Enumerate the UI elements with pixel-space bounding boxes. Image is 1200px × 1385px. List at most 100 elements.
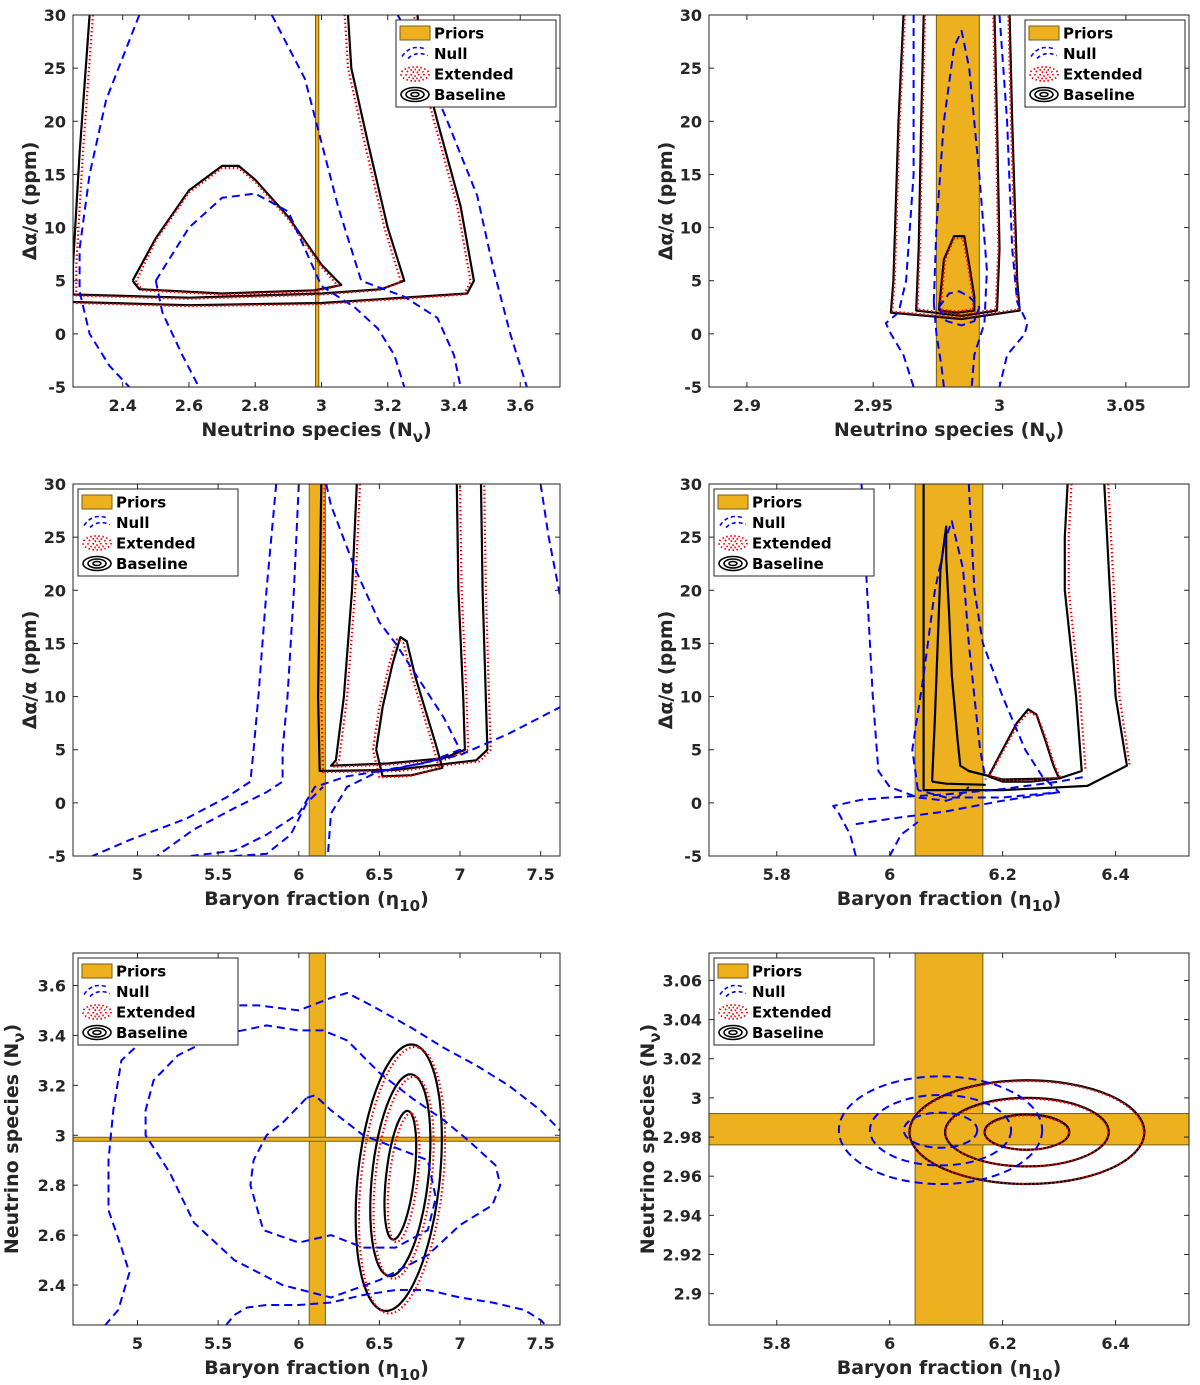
panel-5-x-tick-label: 5.5 [204, 1334, 232, 1353]
panel-1-legend: Priors Null Extended Baseline [395, 19, 557, 108]
panel-2-legend-label-null: Null [1063, 45, 1097, 63]
panel-3-y-tick-label: 25 [44, 528, 66, 547]
panel-6-legend: Priors Null Extended Baseline [713, 957, 875, 1046]
panel-6-extended-contour-1 [908, 1079, 1145, 1186]
panel-6-x-axis-label: Baryon fraction (η10) [837, 1357, 1062, 1384]
panel-6-y-tick-label: 2.96 [663, 1167, 702, 1186]
panel-5-baseline-contour-1 [354, 1043, 443, 1313]
panel-4-y-tick-label: 15 [680, 634, 702, 653]
panel-2-y-axis-label: Δα/α (ppm) [655, 142, 677, 261]
panel-4-baseline-contour-4 [922, 484, 1129, 792]
panel-6-y-tick-label: 2.92 [663, 1246, 702, 1265]
panel-2-y-tick-label: 0 [691, 325, 702, 344]
panel-1-extended-contour-1 [134, 167, 340, 296]
panel-3-contours [92, 484, 560, 856]
panel-3-null-contour-1 [325, 484, 461, 856]
panel-4-x-axis-label: Baryon fraction (η10) [837, 888, 1062, 915]
panel-3-legend: Priors Null Extended Baseline [77, 488, 239, 577]
panel-4-null-contour-2 [917, 484, 1061, 799]
panel-5-x-tick-label: 6 [293, 1334, 304, 1353]
panel-3-legend-item-extended: Extended [82, 535, 196, 553]
panel-2-legend-label-priors: Priors [1063, 25, 1113, 43]
legend-swatch-baseline [718, 1024, 748, 1041]
panel-5-legend-label-priors: Priors [116, 963, 166, 981]
panel-4-y-tick-label: 20 [680, 581, 702, 600]
panel-5-null-contour-5 [225, 1289, 547, 1325]
panel-1-null-contour-1 [154, 192, 406, 387]
panel-1-legend-label-extended: Extended [434, 66, 514, 84]
panel-4-legend-item-priors: Priors [717, 494, 802, 512]
panel-2-baseline-contour-1 [937, 235, 976, 314]
panel-4-x-tick-label: 6 [884, 865, 895, 884]
panel-1-legend-item-extended: Extended [400, 66, 514, 84]
panel-4-legend-label-extended: Extended [752, 535, 832, 553]
panel-5-y-tick-label: 2.6 [38, 1226, 66, 1245]
panel-6-y-tick-label: 3.04 [663, 1011, 702, 1030]
panel-6-y-tick-label: 2.9 [674, 1285, 702, 1304]
panel-2-legend-item-priors: Priors [1028, 25, 1113, 43]
panel-2-null-contour-5 [998, 15, 1029, 387]
panel-4-legend-item-extended: Extended [718, 535, 832, 553]
panel-2-y-tick-label: 5 [691, 272, 702, 291]
panel-6-legend-item-extended: Extended [718, 1004, 832, 1022]
panel-1-y-tick-label: 15 [44, 165, 66, 184]
panel-2-prior-band-x [935, 14, 980, 388]
panel-4-y-tick-label: 0 [691, 794, 702, 813]
panel-1-baseline-contour-1 [131, 164, 343, 295]
panel-3-x-tick-label: 7 [454, 865, 465, 884]
panel-4-legend-label-priors: Priors [752, 494, 802, 512]
panel-3-legend-item-null: Null [83, 514, 150, 532]
panel-6-null-contour-3 [902, 1111, 979, 1149]
panel-1-x-tick-label: 3.2 [374, 396, 402, 415]
panel-3-extended-contour-2 [333, 484, 470, 768]
panel-3-y-tick-label: 15 [44, 634, 66, 653]
panel-2-extended-contour-2 [916, 15, 1000, 316]
legend-swatch-baseline [82, 555, 112, 572]
panel-2-y-tick-label: 10 [680, 219, 702, 238]
panel-6-legend-item-priors: Priors [717, 963, 802, 981]
panel-2-y-tick-label: 25 [680, 59, 702, 78]
legend-swatch-baseline [718, 555, 748, 572]
panel-1-legend-item-priors: Priors [399, 25, 484, 43]
panel-5-extended-contour-2 [372, 1075, 435, 1280]
panel-5-contours [104, 991, 560, 1325]
panel-4-y-tick-label: 25 [680, 528, 702, 547]
panel-6-extended-contour-2 [944, 1097, 1110, 1168]
panel-4-null-contour-6 [888, 821, 919, 856]
panel-2-x-tick-label: 3 [994, 396, 1005, 415]
legend-swatch-null [719, 984, 747, 998]
panel-1-axes-frame [72, 14, 561, 388]
panel-4-y-tick-label: -5 [684, 847, 702, 866]
panel-3-x-tick-label: 6.5 [365, 865, 393, 884]
panel-1-prior-band-x [315, 14, 320, 388]
panel-1-null-contour-2 [154, 280, 200, 387]
panel-3-x-tick-label: 7.5 [526, 865, 554, 884]
panel-2-y-tick-label: 15 [680, 165, 702, 184]
panel-6-prior-band-y [708, 1113, 1190, 1146]
panel-3-legend-label-priors: Priors [116, 494, 166, 512]
panel-1-legend-label-priors: Priors [434, 25, 484, 43]
panel-1-x-tick-label: 3 [316, 396, 327, 415]
panel-2-legend-item-baseline: Baseline [1029, 86, 1135, 104]
panel-4-legend-label-null: Null [752, 514, 786, 532]
panel-3-x-tick-label: 5 [132, 865, 143, 884]
panel-2-legend-label-baseline: Baseline [1063, 86, 1135, 104]
panel-5-legend-label-null: Null [116, 983, 150, 1001]
panel-6-legend-label-null: Null [752, 983, 786, 1001]
panel-4-extended-contour-3 [1107, 484, 1131, 766]
panel-5-axes-frame [72, 952, 561, 1326]
panel-3-axes-frame [72, 483, 561, 857]
panel-5-extended-contour-1 [357, 1045, 447, 1315]
legend-swatch-null [83, 984, 111, 998]
panel-4-x-tick-label: 5.8 [763, 865, 791, 884]
panel-5-x-tick-label: 6.5 [365, 1334, 393, 1353]
panel-1-y-tick-label: 10 [44, 219, 66, 238]
panel-3: 5 5.5 6 6.5 7 7.5 -5 0 5 10 15 20 25 30 Baryon fractio… [19, 475, 561, 915]
panel-5-legend-label-extended: Extended [116, 1004, 196, 1022]
legend-swatch-priors [399, 25, 431, 41]
panel-3-y-tick-label: 5 [55, 741, 66, 760]
panel-4: 5.8 6 6.2 6.4 -5 0 5 10 15 20 25 30 Baryon fraction … [655, 475, 1190, 915]
panel-2-legend-item-null: Null [1030, 45, 1097, 63]
legend-swatch-null [401, 46, 429, 60]
panel-4-y-tick-label: 30 [680, 475, 702, 494]
